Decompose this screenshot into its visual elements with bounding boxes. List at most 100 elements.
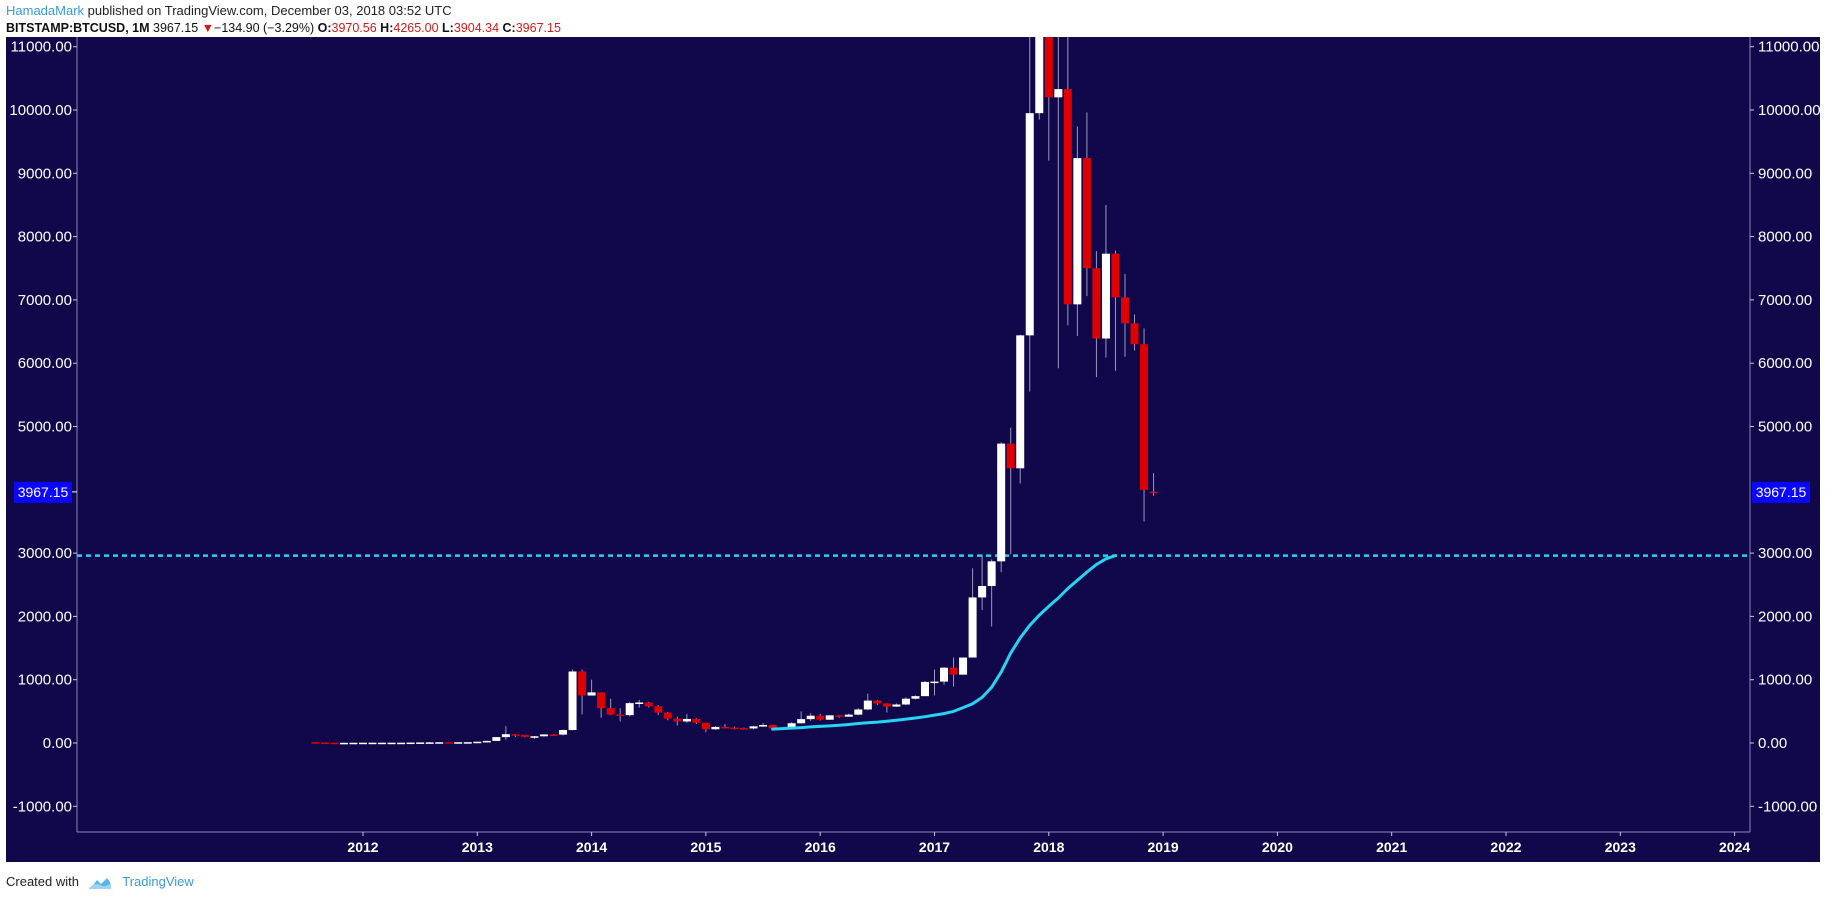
y-tick-label-right: 0.00 (1758, 735, 1787, 752)
candle-body (1044, 37, 1053, 98)
candle-body (816, 715, 825, 720)
candle-body (1082, 158, 1091, 269)
candle-body (511, 734, 520, 736)
candle-body (406, 742, 415, 745)
candle-body (759, 725, 768, 727)
candle-body (1092, 268, 1101, 339)
candle-body (968, 597, 977, 658)
candle-body (682, 718, 691, 722)
candle-body (920, 681, 929, 697)
candle-body (711, 726, 720, 730)
candle-body (1025, 113, 1034, 336)
candle-body (949, 667, 958, 675)
y-tick-label-right: 2000.00 (1758, 608, 1812, 625)
candle-body (339, 742, 348, 745)
price-tag-right-label: 3967.15 (1756, 484, 1807, 500)
x-tick-label: 2020 (1262, 839, 1293, 855)
price-tag-left (14, 481, 72, 503)
candle-body (587, 692, 596, 696)
plot-area (77, 37, 1750, 745)
candle-body (454, 742, 463, 744)
y-tick-label-left: 5000.00 (18, 419, 72, 436)
author-link[interactable]: HamadaMark (6, 3, 85, 18)
x-tick-label: 2021 (1376, 839, 1407, 855)
x-tick-label: 2019 (1148, 839, 1179, 855)
candle-body (1130, 323, 1139, 345)
candle-body (625, 703, 634, 716)
x-tick-label: 2018 (1033, 839, 1064, 855)
candle-body (1101, 253, 1110, 339)
y-tick-label-right: 1000.00 (1758, 672, 1812, 689)
candle-body (530, 736, 539, 738)
candle-body (844, 714, 853, 717)
low-value: 3904.34 (453, 21, 500, 35)
y-tick-label-left: 2000.00 (18, 608, 72, 625)
created-with-text: Created with (6, 874, 79, 889)
candle-body (597, 692, 606, 709)
price-tag-left-label: 3967.15 (18, 484, 69, 500)
candle-body (549, 734, 558, 736)
candle-body (435, 742, 444, 744)
tradingview-link[interactable]: TradingView (122, 874, 194, 889)
x-tick-label: 2016 (805, 839, 836, 855)
candle-body (901, 698, 910, 705)
down-arrow-icon: ▼ (201, 21, 215, 35)
x-tick-label: 2017 (919, 839, 950, 855)
candle-body (1121, 297, 1129, 324)
symbol-label: BITSTAMP:BTCUSD, 1M (6, 21, 150, 35)
candle-body (663, 712, 672, 719)
candle-body (444, 742, 453, 744)
x-tick-label: 2012 (347, 839, 378, 855)
candle-body (806, 715, 815, 720)
candle-body (825, 715, 834, 720)
y-tick-label-left: 3000.00 (18, 545, 72, 562)
candle-body (616, 714, 625, 717)
x-tick-label: 2015 (690, 839, 721, 855)
ticker-info: BITSTAMP:BTCUSD, 1M 3967.15 ▼−134.90 (−3… (6, 21, 561, 35)
close-label: C: (502, 21, 516, 35)
candle-body (416, 742, 425, 744)
last-price: 3967.15 (153, 21, 199, 35)
candle-body (578, 671, 587, 696)
candle-body (882, 703, 891, 707)
candle-body (1063, 89, 1072, 305)
candle-body (768, 725, 777, 729)
candle-body (359, 742, 367, 745)
candle-body (835, 715, 844, 717)
x-tick-label: 2024 (1719, 839, 1750, 855)
y-tick-label-left: 7000.00 (18, 292, 72, 309)
candle-body (397, 742, 406, 745)
candle-body (873, 700, 882, 704)
y-tick-label-right: 11000.00 (1758, 39, 1819, 56)
candle-body (539, 734, 548, 737)
candle-body (892, 704, 901, 707)
candle-body (1016, 335, 1025, 469)
candle-body (730, 727, 739, 730)
candle-body (492, 737, 501, 741)
candle-body (387, 742, 396, 745)
candle-body (911, 696, 920, 699)
low-label: L: (442, 21, 454, 35)
candle-body (463, 742, 472, 744)
candle-body (797, 719, 806, 724)
candle-body (701, 722, 710, 730)
x-tick-label: 2013 (462, 839, 493, 855)
tradingview-logo-icon (88, 877, 111, 889)
candle-body (854, 709, 863, 715)
candle-body (320, 742, 329, 744)
candle-body (368, 742, 377, 745)
moving-average-line (771, 554, 1117, 731)
candle-body (692, 718, 701, 723)
y-tick-label-left: 0.00 (43, 735, 72, 752)
high-label: H: (380, 21, 394, 35)
y-tick-label-right: 9000.00 (1758, 165, 1812, 182)
high-value: 4265.00 (393, 21, 439, 35)
candle-body (501, 734, 510, 738)
open-label: O: (317, 21, 332, 35)
candle-body (1006, 443, 1015, 469)
y-tick-label-left: 10000.00 (9, 102, 72, 119)
candle-body (1035, 37, 1044, 114)
candle-body (787, 723, 796, 729)
y-tick-label-left: 11000.00 (11, 39, 72, 56)
